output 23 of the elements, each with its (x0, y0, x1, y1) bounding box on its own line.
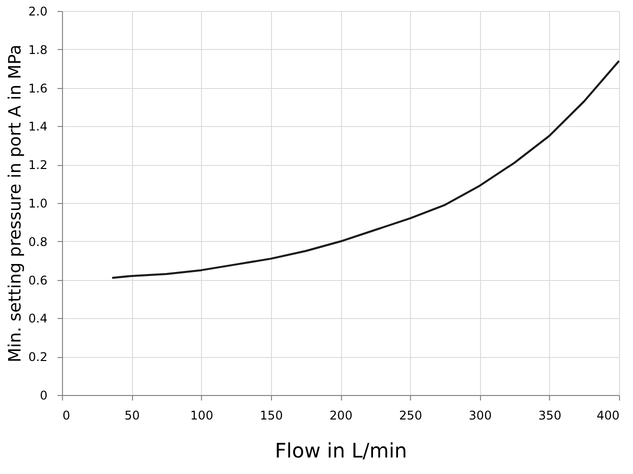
y-axis-title: Min. setting pressure in port A in MPa (5, 44, 26, 362)
y-tick-label: 0.8 (28, 234, 48, 249)
y-tick-label: 0 (40, 388, 48, 402)
x-tick-label: 0 (62, 408, 70, 422)
y-tick-label: 1.0 (28, 196, 48, 210)
x-tick-label: 100 (190, 408, 214, 422)
line-series (111, 60, 620, 279)
y-tick-label: 1.8 (28, 42, 48, 57)
y-tick-label: 2.0 (28, 4, 48, 18)
y-tick-label: 1.2 (28, 158, 48, 172)
x-tick-label: 350 (538, 408, 562, 422)
y-tick-label: 0.6 (28, 273, 48, 288)
x-tick-label: 300 (468, 408, 492, 422)
x-tick-label: 400 (596, 408, 620, 422)
x-tick-label: 150 (260, 408, 283, 422)
x-axis-title: Flow in L/min (274, 438, 408, 462)
y-tick-label: 0.2 (28, 350, 48, 364)
y-tick-label: 0.4 (28, 312, 48, 326)
x-tick-label: 200 (330, 408, 352, 422)
y-tick-label: 1.6 (28, 81, 48, 96)
x-tick-label: 250 (399, 408, 422, 422)
y-tick-label: 1.4 (28, 120, 48, 134)
x-tick-label: 50 (124, 408, 140, 422)
